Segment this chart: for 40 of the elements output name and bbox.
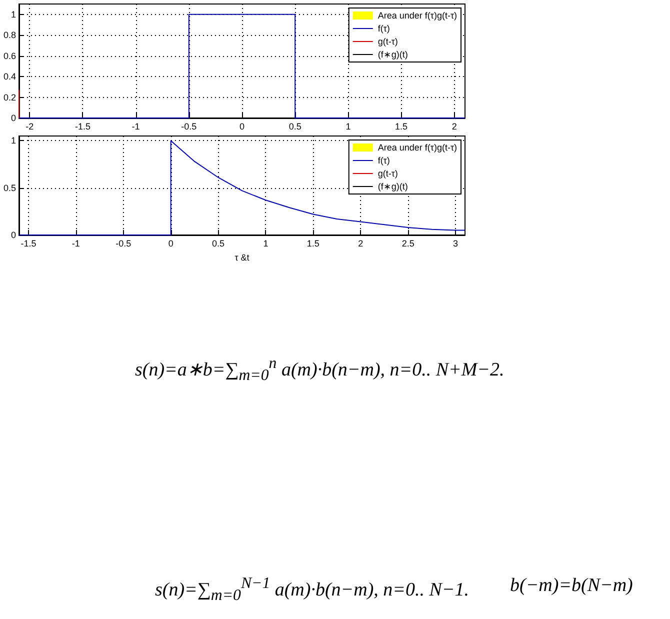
x-tick-label: 1.5 [395,122,408,132]
y-tick-label: 1 [10,136,16,146]
y-tick-label: 1 [10,9,16,20]
x-tick-label: 1.5 [306,238,320,248]
legend-label: g(t-τ) [378,168,398,178]
text: s(n)=∑$_{m=0}$$^{N−1}$ a(m)·b(n−m), n=0.. N−1. [155,575,469,606]
y-tick-label: 0.2 [3,92,16,102]
x-tick-label: 0 [239,122,245,132]
x-tick-label: 2 [358,238,364,248]
x-tick-label: 1 [346,122,351,132]
legend-label: Area under f(τ)g(t-τ) [378,142,458,152]
x-tick-label: 3 [453,238,458,248]
legend-label: Area under f(τ)g(t-τ) [378,10,458,20]
x-tick-label: -0.5 [116,238,132,248]
x-tick-label: 1 [263,238,268,248]
x-tick-label: -1.5 [74,122,90,132]
x-tick-label: -1 [132,122,140,132]
x-tick-label: 2.5 [402,238,414,248]
legend-label: f(τ) [378,156,390,166]
y-tick-label: 0.4 [3,72,16,82]
legend-label: f(τ) [378,24,390,34]
y-tick-label: 0 [10,230,16,240]
x-tick-label: 0.5 [212,238,225,248]
y-tick-label: 0.6 [3,50,16,61]
y-tick-label: 0 [10,113,16,123]
text: s(n)=a∗b=∑$_{m=0}$$^{n}$ a(m)·b(n−m), n=0.. N+M−2. [135,355,504,386]
x-axis-title: τ &t [234,252,250,262]
legend-label: (f∗g)(t) [378,182,408,192]
text: b(−m)=b(N−m) [510,575,633,597]
y-tick-label: 0.8 [3,30,16,40]
legend-label: (f∗g)(t) [378,50,408,60]
legend-label: g(t-τ) [378,36,398,46]
x-tick-label: -1.5 [20,238,36,248]
x-tick-label: 2 [452,122,457,132]
x-tick-label: -0.5 [181,122,197,132]
x-tick-label: -2 [26,122,34,132]
x-tick-label: 0 [168,238,174,248]
y-tick-label: 0.5 [3,182,16,193]
x-tick-label: 0.5 [288,122,302,132]
x-tick-label: -1 [72,238,80,248]
